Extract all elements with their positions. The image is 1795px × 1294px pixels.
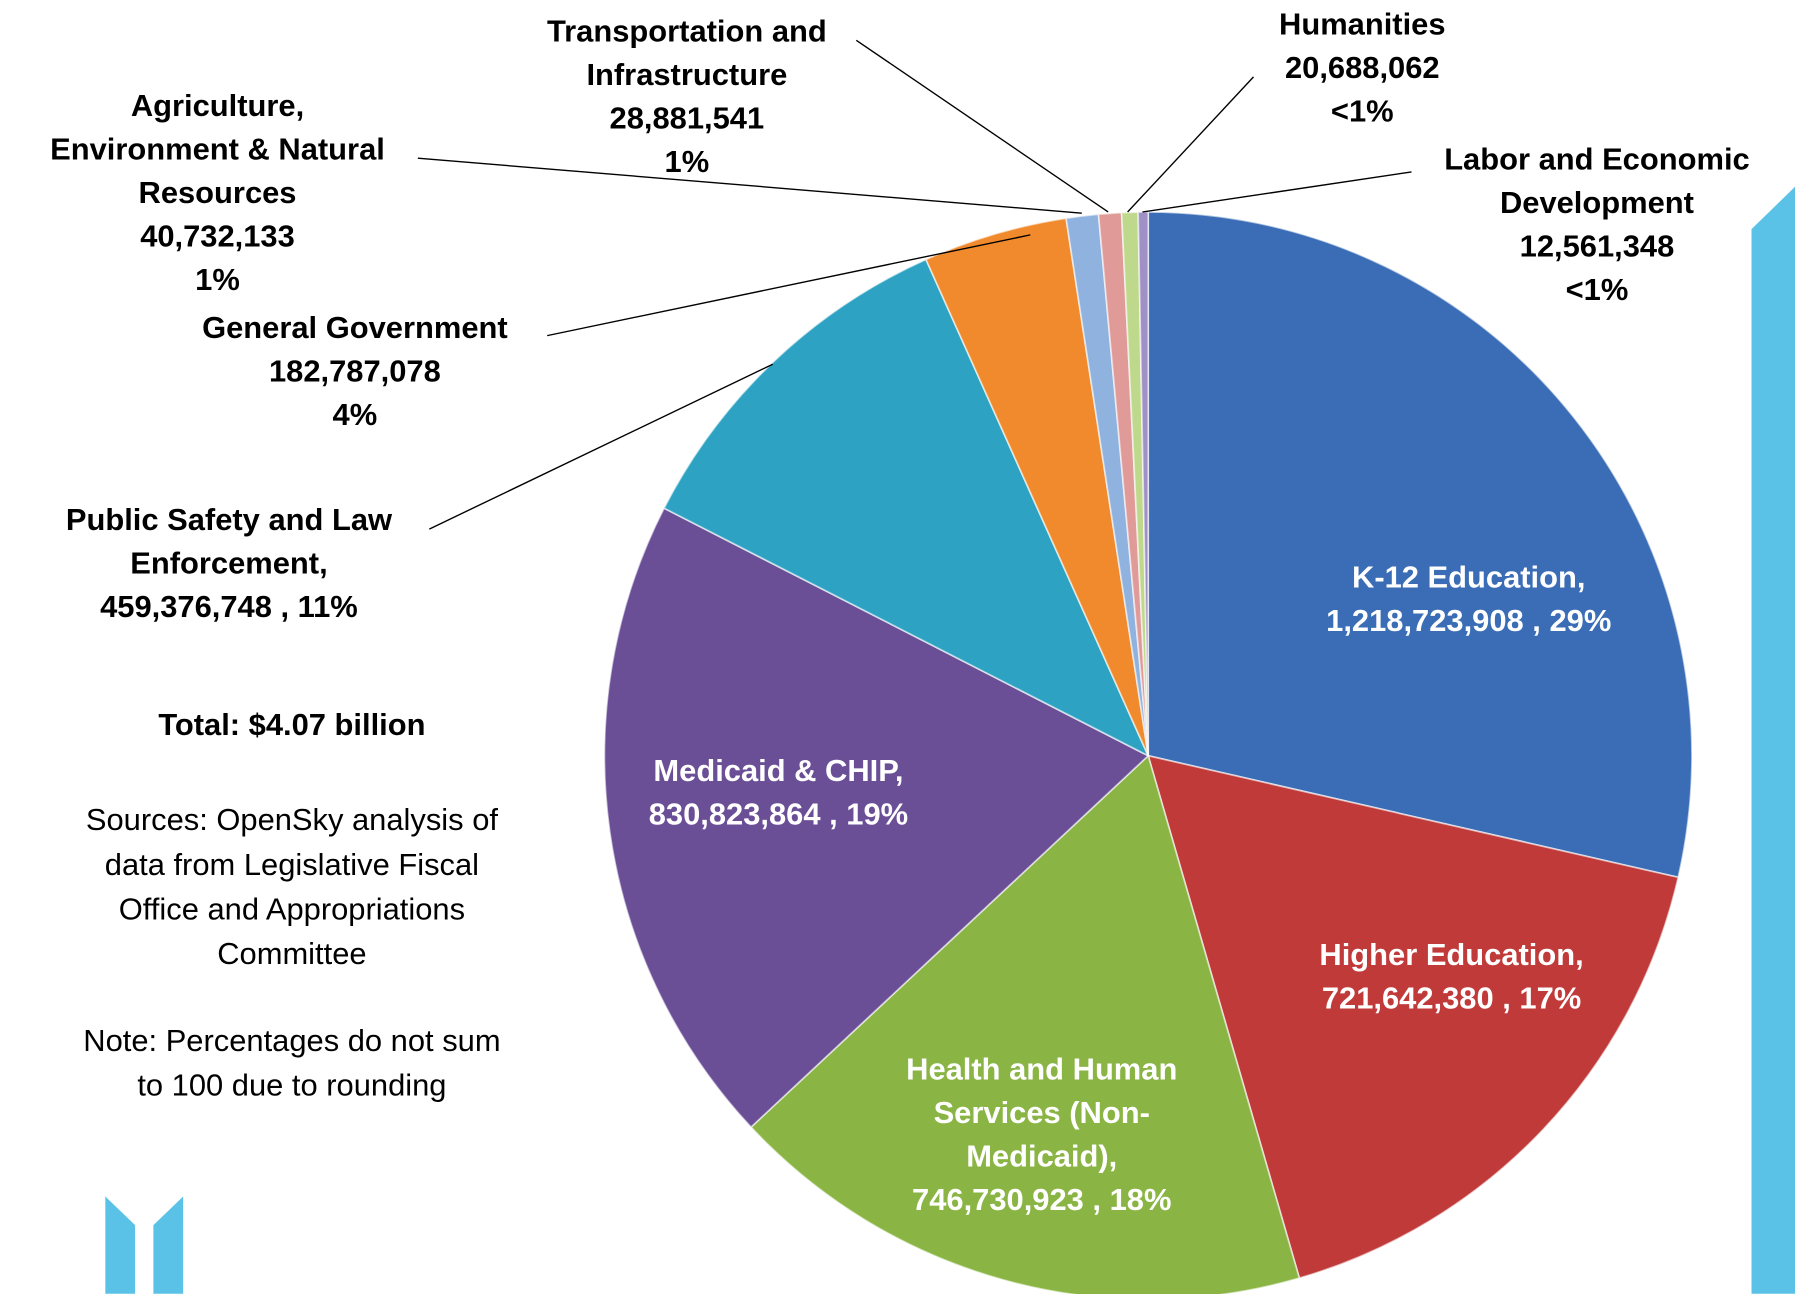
data-label: General Government 182,787,078 4% <box>202 310 508 432</box>
data-label: Public Safety and Law Enforcement, 459,376… <box>66 502 393 624</box>
leader-line <box>428 363 774 530</box>
leader-line <box>547 234 1031 337</box>
leader-line <box>1127 76 1255 213</box>
labels: K-12 Education, 1,218,723,908 , 29% Higher… <box>50 7 1750 1218</box>
data-label: Higher Education, 721,642,380 , 17% <box>1319 937 1583 1016</box>
data-label: Humanities 20,688,062 <1% <box>1279 7 1446 129</box>
pie <box>603 211 1693 1294</box>
logo <box>153 1196 184 1294</box>
sources: Sources: OpenSky analysis of data from Le… <box>86 802 498 971</box>
leader-line <box>1142 171 1412 213</box>
note: Note: Percentages do not sum to 100 due t… <box>83 1023 500 1103</box>
data-label: Medicaid & CHIP, 830,823,864 , 19% <box>649 753 908 832</box>
pie-slice <box>1146 754 1680 1280</box>
data-label: Health and Human Services (Non-Medicaid),… <box>906 1052 1177 1218</box>
side-bar <box>1751 186 1795 1294</box>
leader-line <box>417 157 1082 214</box>
pie-slice <box>662 258 1150 758</box>
pie-slice <box>603 507 1150 1129</box>
total: Total: $4.07 billion <box>158 707 425 742</box>
data-label: Agriculture, Environment & Natural Resourc… <box>50 88 385 297</box>
logo <box>105 1196 136 1294</box>
leader-line <box>855 39 1109 213</box>
pie-slice <box>1147 211 1693 879</box>
data-label: Transportation and Infrastructure 28,881,5… <box>547 13 827 179</box>
data-label: Labor and Economic Development 12,561,348 <… <box>1444 142 1750 308</box>
data-label: K-12 Education, 1,218,723,908 , 29% <box>1326 559 1611 638</box>
